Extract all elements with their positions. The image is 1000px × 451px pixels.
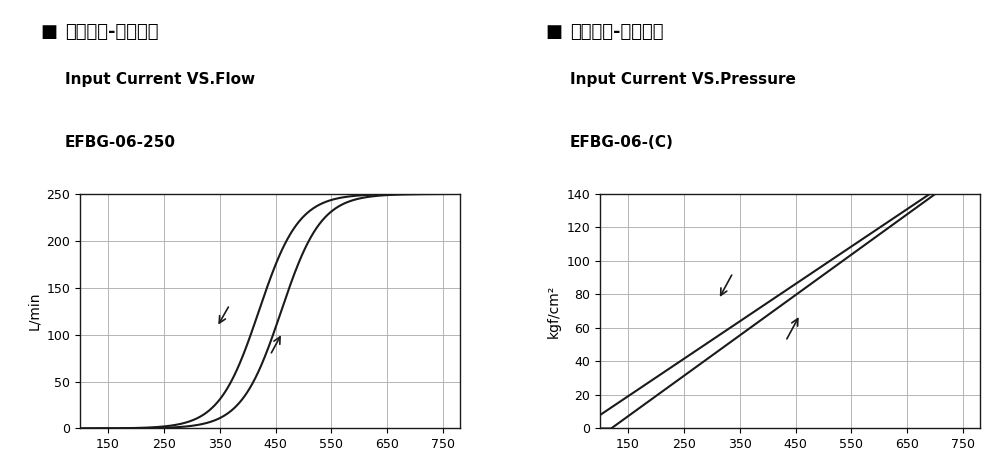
Text: 入力電流-流量特性: 入力電流-流量特性 (65, 23, 158, 41)
Y-axis label: kgf/cm²: kgf/cm² (547, 285, 561, 338)
Y-axis label: L/min: L/min (27, 292, 41, 331)
Text: ■: ■ (545, 23, 562, 41)
Text: Input Current VS.Flow: Input Current VS.Flow (65, 72, 255, 87)
Text: 入力電流-圧力特性: 入力電流-圧力特性 (570, 23, 664, 41)
Text: ■: ■ (40, 23, 57, 41)
Text: EFBG-06-(C): EFBG-06-(C) (570, 135, 674, 150)
Text: EFBG-06-250: EFBG-06-250 (65, 135, 176, 150)
Text: Input Current VS.Pressure: Input Current VS.Pressure (570, 72, 796, 87)
